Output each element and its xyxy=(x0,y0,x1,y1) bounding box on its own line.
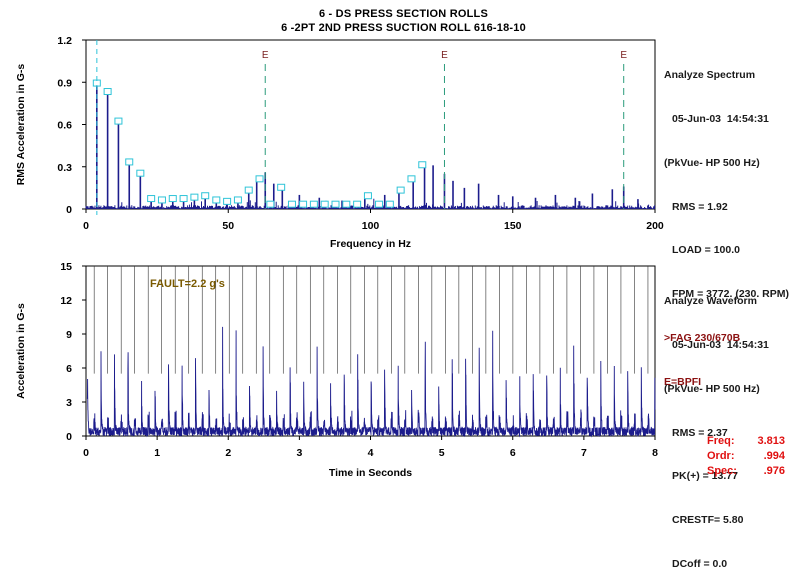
waveform-plot-frame xyxy=(85,265,656,437)
harmonic-marker xyxy=(255,175,264,183)
spectrum-rms: RMS = 1.92 xyxy=(672,200,728,213)
harmonic-marker xyxy=(331,200,340,208)
harmonic-marker xyxy=(223,197,232,205)
x-tick-label: 8 xyxy=(652,447,658,459)
spectrum-fpm: FPM = 3772. (230. RPM) xyxy=(672,288,790,301)
waveform-date: 05-Jun-03 14:54:31 xyxy=(672,338,769,351)
x-tick-label: 1 xyxy=(154,447,160,459)
harmonic-marker xyxy=(266,200,275,208)
x-tick-label: 6 xyxy=(510,447,516,459)
harmonic-marker xyxy=(353,200,362,208)
y-tick-label: 0 xyxy=(66,431,72,443)
spec-value: .976 xyxy=(763,465,785,477)
bpfi-marker-label: E xyxy=(441,50,448,61)
spectrum-instrument: (PkVue- HP 500 Hz) xyxy=(664,156,760,169)
spectrum-date: 05-Jun-03 14:54:31 xyxy=(672,112,769,125)
harmonic-marker xyxy=(342,200,351,208)
y-tick-label: 0.9 xyxy=(57,77,72,89)
freq-label: Freq: xyxy=(707,435,735,447)
waveform-panel-title: Analyze Waveform xyxy=(664,295,757,308)
harmonic-marker xyxy=(418,161,427,169)
x-tick-label: 0 xyxy=(83,220,89,232)
harmonic-marker xyxy=(407,175,416,183)
harmonic-marker xyxy=(157,196,166,204)
bpfi-marker-label: E xyxy=(262,50,269,61)
x-tick-label: 7 xyxy=(581,447,587,459)
harmonic-marker xyxy=(396,186,405,194)
harmonic-marker xyxy=(244,186,253,194)
y-tick-label: 0.3 xyxy=(57,162,72,174)
y-tick-label: 15 xyxy=(60,261,72,273)
waveform-trace xyxy=(86,326,656,438)
order-label: Ordr: xyxy=(707,450,735,462)
harmonic-marker xyxy=(147,195,156,203)
spectrum-info-panel: Analyze Spectrum 05-Jun-03 14:54:31 (PkV… xyxy=(664,39,789,404)
harmonic-marker xyxy=(114,117,123,125)
x-tick-label: 0 xyxy=(83,447,89,459)
y-axis-title: RMS Acceleration in G-s xyxy=(15,64,27,186)
harmonic-marker xyxy=(287,200,296,208)
bearing-fault-note: >FAG 230/670B xyxy=(664,331,741,344)
y-axis-title: Acceleration in G-s xyxy=(15,303,27,399)
order-value: .994 xyxy=(763,450,785,462)
x-tick-label: 200 xyxy=(646,220,664,232)
harmonic-marker xyxy=(190,193,199,201)
cursor-readout: Freq: 3.813 Ordr: .994 Spec: .976 xyxy=(707,434,785,479)
waveform-instrument: (PkVue- HP 500 Hz) xyxy=(664,382,760,395)
harmonic-marker xyxy=(201,192,210,200)
waveform-peak: PK(+) = 13.77 xyxy=(672,470,738,483)
harmonic-marker xyxy=(385,200,394,208)
harmonic-marker xyxy=(168,195,177,203)
harmonic-marker xyxy=(103,88,112,96)
fault-annotation: FAULT=2.2 g's xyxy=(150,278,225,290)
spectrum-load: LOAD = 100.0 xyxy=(672,244,740,257)
y-tick-label: 6 xyxy=(66,363,72,375)
harmonic-marker xyxy=(375,200,384,208)
y-tick-label: 0.6 xyxy=(57,120,72,132)
harmonic-marker xyxy=(299,200,308,208)
x-tick-label: 4 xyxy=(368,447,374,459)
spec-label: Spec: xyxy=(707,465,737,477)
chart-title: 6 - DS PRESS SECTION ROLLS xyxy=(318,8,488,20)
x-tick-label: 2 xyxy=(225,447,231,459)
x-tick-label: 100 xyxy=(362,220,380,232)
y-tick-label: 3 xyxy=(66,397,72,409)
y-tick-label: 12 xyxy=(60,295,72,307)
harmonic-marker xyxy=(125,158,134,166)
x-axis-title: Time in Seconds xyxy=(329,467,412,479)
bpfi-marker-label: E xyxy=(620,50,627,61)
y-tick-label: 1.2 xyxy=(57,35,72,47)
waveform-info-panel: Analyze Waveform 05-Jun-03 14:54:31 (PkV… xyxy=(664,265,769,586)
harmonic-marker xyxy=(136,169,145,177)
harmonic-marker xyxy=(212,196,221,204)
harmonic-marker xyxy=(320,200,329,208)
bpfi-note: E=BPFI xyxy=(664,375,702,388)
harmonic-marker xyxy=(277,183,286,191)
y-tick-label: 0 xyxy=(66,204,72,216)
waveform-dc-offset: DCoff = 0.0 xyxy=(672,557,728,570)
spectrum-plot-frame xyxy=(85,39,656,210)
waveform-crest-factor: CRESTF= 5.80 xyxy=(672,514,744,527)
x-tick-label: 3 xyxy=(296,447,302,459)
x-axis-title: Frequency in Hz xyxy=(330,238,411,250)
x-tick-label: 150 xyxy=(504,220,522,232)
harmonic-marker xyxy=(309,200,318,208)
harmonic-marker xyxy=(233,196,242,204)
chart-subtitle: 6 -2PT 2ND PRESS SUCTION ROLL 616-18-10 xyxy=(281,22,526,34)
x-tick-label: 50 xyxy=(222,220,234,232)
y-tick-label: 9 xyxy=(66,329,72,341)
harmonic-marker xyxy=(363,192,372,200)
x-tick-label: 5 xyxy=(439,447,445,459)
waveform-rms: RMS = 2.37 xyxy=(672,426,728,439)
freq-value: 3.813 xyxy=(757,435,785,447)
spectrum-panel-title: Analyze Spectrum xyxy=(664,69,756,82)
harmonic-marker xyxy=(179,195,188,203)
